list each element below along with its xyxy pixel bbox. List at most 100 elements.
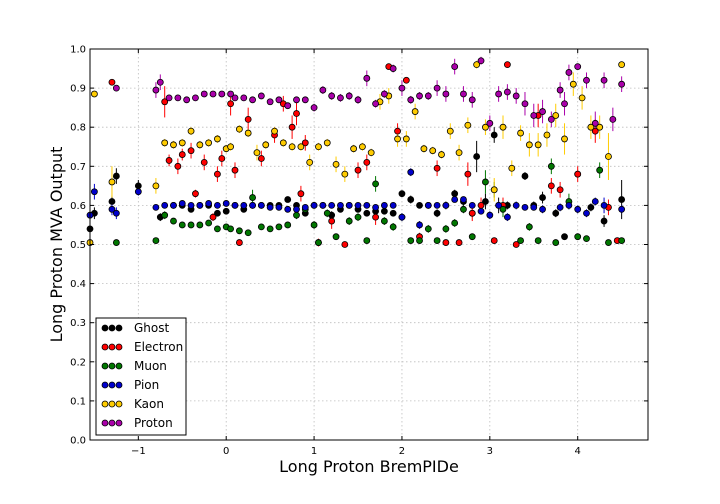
pion-point xyxy=(293,205,300,213)
proton-point xyxy=(591,119,599,127)
proton-point xyxy=(433,84,441,92)
electron-point xyxy=(442,239,450,246)
proton-point xyxy=(583,76,590,84)
pion-point xyxy=(512,201,520,209)
legend-label-kaon: Kaon xyxy=(134,397,164,411)
muon-point xyxy=(112,239,120,246)
kaon-point xyxy=(350,145,358,153)
muon-point xyxy=(315,239,322,246)
kaon-point xyxy=(235,125,243,133)
pion-point xyxy=(161,201,169,209)
pion-point xyxy=(275,203,283,211)
proton-point xyxy=(407,96,415,104)
proton-point xyxy=(165,94,173,102)
kaon-point xyxy=(587,123,595,131)
kaon-point xyxy=(170,141,177,149)
muon-point xyxy=(275,223,283,231)
y-tick-label: 0.8 xyxy=(70,123,86,134)
legend-label-muon: Muon xyxy=(134,359,167,373)
kaon-point xyxy=(552,112,560,119)
proton-point xyxy=(468,96,476,104)
electron-point xyxy=(218,155,226,162)
kaon-point xyxy=(411,108,419,115)
pion-point xyxy=(565,201,573,209)
pion-point xyxy=(372,203,379,211)
pion-point xyxy=(539,205,546,213)
legend: Ghost Electron Muon Pion Kaon Proton xyxy=(95,317,187,436)
legend-label-ghost: Ghost xyxy=(134,321,169,335)
legend-marker-muon xyxy=(115,362,123,370)
kaon-point xyxy=(499,123,507,131)
muon-point xyxy=(442,225,450,233)
kaon-point xyxy=(578,94,586,102)
proton-point xyxy=(530,112,538,119)
electron-point xyxy=(244,115,252,123)
legend-marker-muon xyxy=(101,362,109,370)
muon-point xyxy=(196,221,204,229)
proton-point xyxy=(231,94,239,102)
legend-marker-ghost xyxy=(108,324,116,332)
muon-point xyxy=(152,237,160,244)
pion-point xyxy=(266,203,274,211)
pion-point xyxy=(196,201,204,209)
electron-point xyxy=(372,213,379,221)
pion-point xyxy=(495,201,503,209)
kaon-point xyxy=(359,143,366,151)
electron-point xyxy=(301,139,309,147)
muon-point xyxy=(451,219,459,227)
muon-point xyxy=(534,237,542,244)
pion-point xyxy=(504,213,511,221)
proton-point xyxy=(565,69,573,76)
muon-point xyxy=(372,180,379,188)
proton-point xyxy=(249,96,256,104)
pion-point xyxy=(591,198,599,205)
kaon-point xyxy=(262,141,270,149)
pion-point xyxy=(310,201,318,209)
pion-point xyxy=(468,201,476,209)
pion-point xyxy=(249,201,256,209)
kaon-point xyxy=(464,121,472,129)
pion-point xyxy=(521,203,529,211)
muon-point xyxy=(460,205,467,213)
ghost-point xyxy=(134,182,142,190)
electron-point xyxy=(490,237,498,244)
pion-point xyxy=(530,203,538,211)
muon-point xyxy=(547,162,555,170)
legend-marker-proton xyxy=(108,419,116,427)
ghost-point xyxy=(416,201,423,209)
muon-point xyxy=(552,239,560,246)
legend-marker-pion xyxy=(101,381,109,389)
muon-point xyxy=(235,227,243,235)
y-tick-label: 0.3 xyxy=(70,318,86,329)
x-tick-label: 2 xyxy=(399,446,405,457)
electron-point xyxy=(328,217,336,225)
muon-point xyxy=(345,217,353,225)
kaon-point xyxy=(227,143,234,151)
y-tick-label: 0.6 xyxy=(70,201,86,212)
pion-point xyxy=(178,200,186,207)
x-tick-label: 4 xyxy=(575,446,581,457)
proton-point xyxy=(512,92,520,100)
kaon-point xyxy=(618,61,626,69)
legend-box xyxy=(95,317,187,436)
pion-point xyxy=(170,201,177,209)
proton-point xyxy=(363,74,371,82)
legend-marker-kaon xyxy=(101,400,109,408)
muon-point xyxy=(205,219,213,227)
muon-point xyxy=(266,225,274,233)
pion-point xyxy=(231,201,239,209)
legend-label-electron: Electron xyxy=(134,340,183,354)
kaon-point xyxy=(196,141,204,149)
pion-point xyxy=(424,201,432,209)
kaon-point xyxy=(315,143,322,151)
electron-point xyxy=(547,182,555,190)
proton-point xyxy=(345,92,353,100)
proton-point xyxy=(424,92,432,100)
kaon-point xyxy=(367,149,375,157)
proton-point xyxy=(451,63,459,70)
kaon-point xyxy=(323,139,331,147)
proton-point xyxy=(218,90,226,98)
y-tick-label: 0.5 xyxy=(70,240,86,251)
ghost-point xyxy=(222,207,230,215)
pion-point xyxy=(460,196,467,203)
